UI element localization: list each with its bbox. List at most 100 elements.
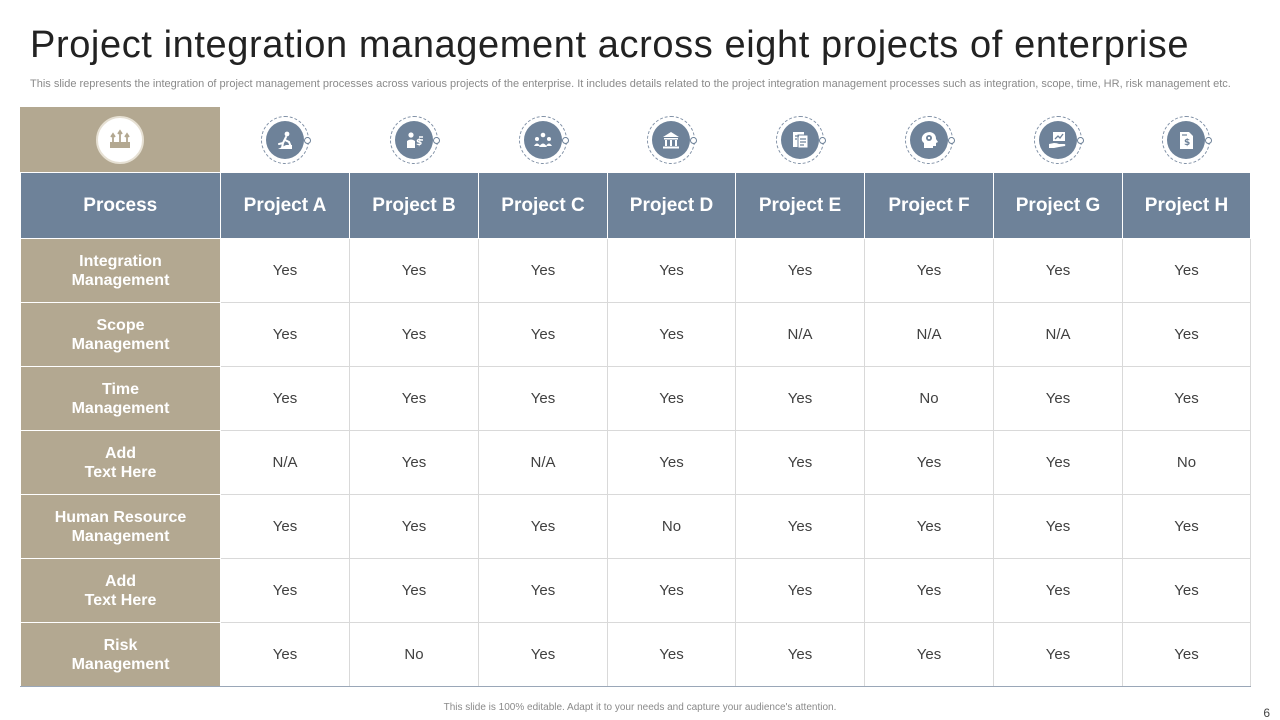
status-cell: Yes (220, 558, 350, 623)
status-cell: N/A (864, 302, 994, 367)
status-cell: Yes (220, 366, 350, 431)
slide-description: This slide represents the integration of… (30, 78, 1231, 90)
corner-cell (20, 107, 220, 172)
status-cell: Yes (1122, 494, 1251, 559)
status-cell: No (349, 622, 479, 687)
process-name-cell: Integration Management (20, 238, 221, 303)
status-cell: Yes (1122, 558, 1251, 623)
status-cell: Yes (864, 430, 994, 495)
status-cell: Yes (607, 238, 736, 303)
status-cell: N/A (220, 430, 350, 495)
table-row: Risk Management Yes No Yes Yes Yes Yes Yes Yes (20, 622, 1251, 687)
project-column-header: Project H (1122, 172, 1251, 239)
status-cell: No (607, 494, 736, 559)
status-cell: Yes (1122, 366, 1251, 431)
project-icon-cell (864, 107, 993, 172)
person-money-icon: $ (389, 115, 440, 164)
status-cell: Yes (607, 558, 736, 623)
project-column-header: Project E (735, 172, 865, 239)
status-cell: Yes (220, 622, 350, 687)
status-cell: Yes (607, 366, 736, 431)
status-cell: Yes (478, 238, 608, 303)
status-cell: Yes (735, 238, 865, 303)
team-network-icon (518, 115, 569, 164)
table-row: Time Management Yes Yes Yes Yes Yes No Yes Yes (20, 366, 1251, 431)
table-row: Human Resource Management Yes Yes Yes No Yes Y… (20, 494, 1251, 559)
project-icon-cell (735, 107, 864, 172)
bank-building-icon (647, 115, 697, 164)
status-cell: No (1122, 430, 1251, 495)
project-icon-cell (478, 107, 607, 172)
process-name-cell: Time Management (20, 366, 221, 431)
project-icon-cell (993, 107, 1122, 172)
table-row: Integration Management Yes Yes Yes Yes Yes Yes… (20, 238, 1251, 303)
head-gear-icon (904, 115, 955, 164)
table-row: Add Text Here Yes Yes Yes Yes Yes Yes Yes Yes (20, 558, 1251, 623)
climbing-person-icon (260, 115, 311, 164)
status-cell: Yes (993, 238, 1123, 303)
project-icon-cell (607, 107, 735, 172)
target-growth-icon (96, 115, 144, 164)
status-cell: Yes (1122, 238, 1251, 303)
table-row: Scope Management Yes Yes Yes Yes N/A N/A N/A Yes (20, 302, 1251, 367)
status-cell: Yes (864, 622, 994, 687)
document-report-icon (775, 115, 826, 164)
status-cell: Yes (993, 622, 1123, 687)
status-cell: Yes (478, 622, 608, 687)
project-icon-cell: $ (349, 107, 478, 172)
table-header-row: Process Project A Project B Project C Proje… (20, 172, 1251, 239)
project-icon-cell: $ (1122, 107, 1250, 172)
status-cell: Yes (993, 558, 1123, 623)
status-cell: No (864, 366, 994, 431)
status-cell: Yes (478, 558, 608, 623)
status-cell: Yes (1122, 302, 1251, 367)
dollar-document-icon: $ (1162, 115, 1212, 164)
project-column-header: Project B (349, 172, 479, 239)
status-cell: Yes (1122, 622, 1251, 687)
process-column-header: Process (20, 172, 221, 239)
status-cell: Yes (349, 366, 479, 431)
status-cell: Yes (349, 430, 479, 495)
process-name-cell: Add Text Here (20, 558, 221, 623)
status-cell: Yes (993, 494, 1123, 559)
status-cell: Yes (349, 494, 479, 559)
status-cell: Yes (349, 302, 479, 367)
status-cell: Yes (993, 366, 1123, 431)
process-table: Process Project A Project B Project C Proje… (20, 172, 1251, 687)
status-cell: N/A (478, 430, 608, 495)
project-column-header: Project C (478, 172, 608, 239)
status-cell: Yes (607, 430, 736, 495)
status-cell: Yes (735, 366, 865, 431)
process-name-cell: Risk Management (20, 622, 221, 687)
process-name-cell: Scope Management (20, 302, 221, 367)
process-name-cell: Human Resource Management (20, 494, 221, 559)
status-cell: Yes (220, 238, 350, 303)
status-cell: Yes (607, 302, 736, 367)
hand-chart-icon (1033, 115, 1084, 164)
slide-title: Project integration management across ei… (30, 24, 1190, 66)
status-cell: Yes (735, 494, 865, 559)
integration-table-area: $ $ Process Project A Project B Project C Pr… (20, 107, 1251, 688)
status-cell: Yes (993, 430, 1123, 495)
project-icon-row: $ $ (220, 107, 1250, 172)
status-cell: Yes (864, 558, 994, 623)
status-cell: Yes (220, 302, 350, 367)
status-cell: Yes (735, 430, 865, 495)
status-cell: Yes (220, 494, 350, 559)
status-cell: Yes (349, 558, 479, 623)
page-number: 6 (1263, 706, 1270, 720)
status-cell: Yes (735, 622, 865, 687)
project-column-header: Project A (220, 172, 350, 239)
status-cell: Yes (478, 302, 608, 367)
status-cell: Yes (864, 494, 994, 559)
status-cell: Yes (864, 238, 994, 303)
status-cell: Yes (735, 558, 865, 623)
process-name-cell: Add Text Here (20, 430, 221, 495)
status-cell: N/A (735, 302, 865, 367)
status-cell: Yes (478, 366, 608, 431)
project-column-header: Project F (864, 172, 994, 239)
table-row: Add Text Here N/A Yes N/A Yes Yes Yes Yes No (20, 430, 1251, 495)
project-icon-cell (220, 107, 349, 172)
status-cell: Yes (349, 238, 479, 303)
project-column-header: Project D (607, 172, 736, 239)
